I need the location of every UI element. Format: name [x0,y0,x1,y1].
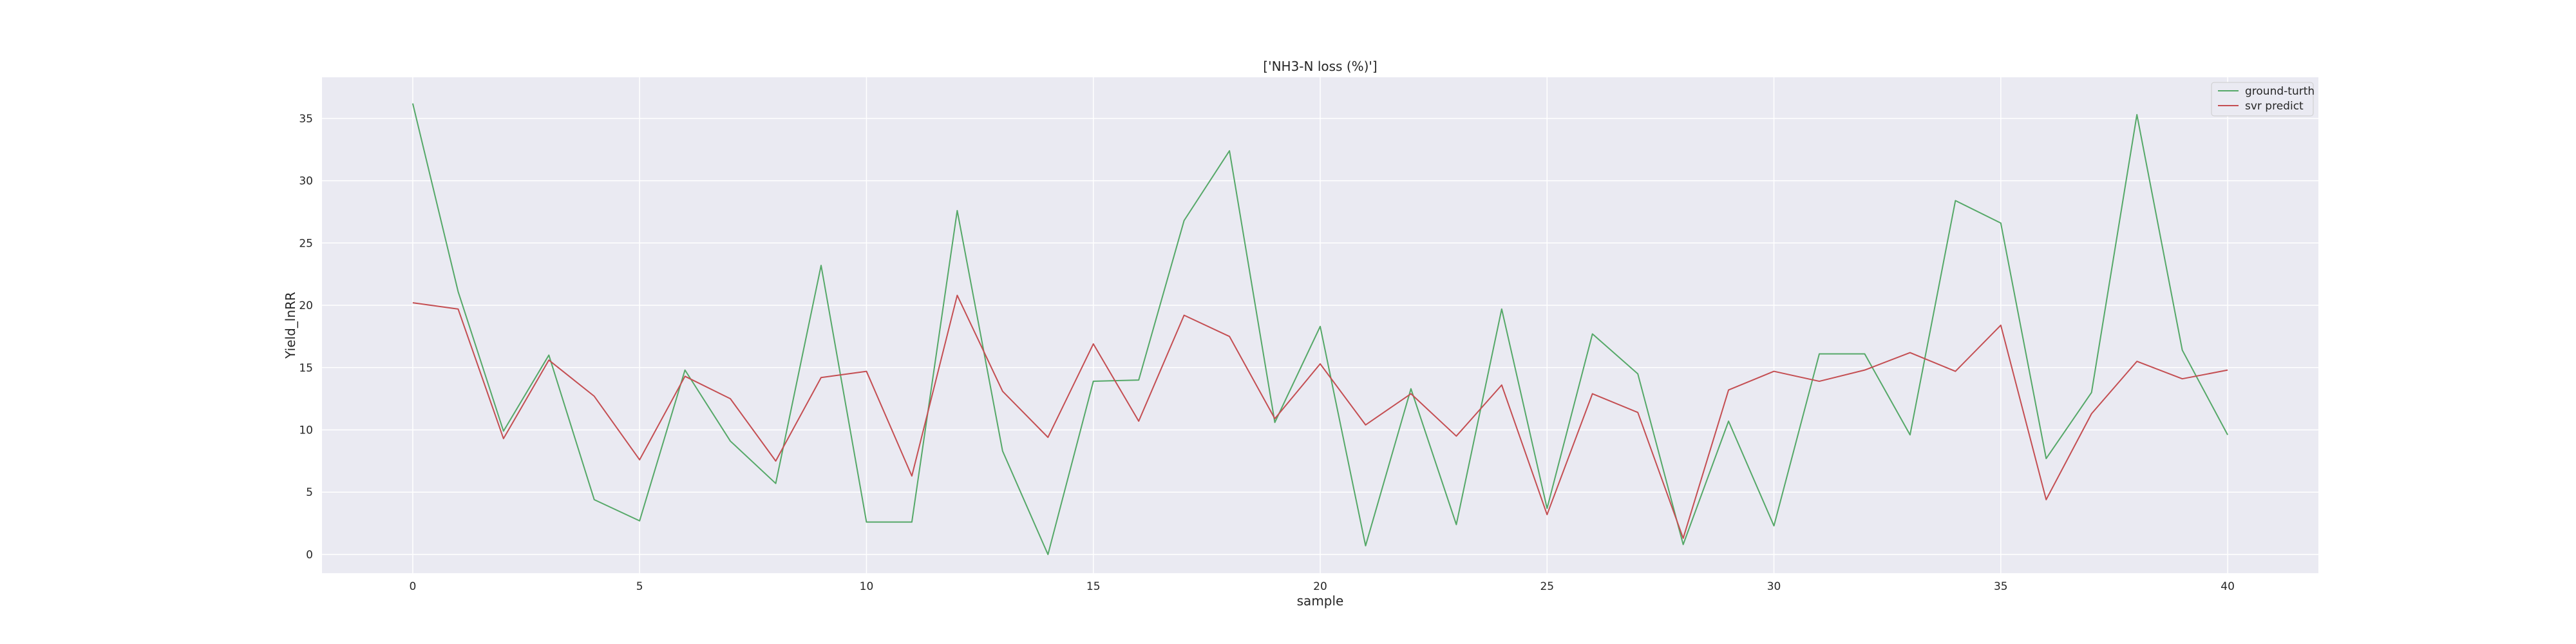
x-tick-label: 30 [1767,580,1781,593]
chart-title: ['NH3-N loss (%)'] [1263,59,1377,74]
y-tick-label: 25 [299,237,313,250]
series-line-svr-predict [412,294,2228,539]
series-line-ground-turth [412,103,2228,555]
x-tick-label: 35 [1994,580,2008,593]
legend: ground-turth svr predict [2211,82,2315,117]
ticks: 0 5 10 15 20 25 30 35 40 0 5 10 15 20 25 30 35 [299,113,2235,593]
legend-label-svr-predict: svr predict [2245,100,2304,113]
y-axis-label: Yield_lnRR [283,292,298,359]
grid [322,77,2318,573]
y-tick-label: 35 [299,113,313,126]
x-tick-label: 25 [1540,580,1554,593]
legend-label-ground-turth: ground-turth [2245,85,2315,98]
x-tick-label: 15 [1086,580,1101,593]
y-tick-label: 30 [299,175,313,188]
x-tick-label: 0 [409,580,416,593]
y-tick-label: 5 [306,486,313,499]
y-tick-label: 0 [306,549,313,562]
y-tick-label: 15 [299,362,313,375]
x-tick-label: 10 [860,580,874,593]
y-tick-label: 10 [299,424,313,437]
series-layer [412,103,2228,555]
x-tick-label: 40 [2221,580,2235,593]
x-tick-label: 20 [1313,580,1327,593]
x-axis-label: sample [1297,593,1344,609]
x-tick-label: 5 [636,580,643,593]
y-tick-label: 20 [299,299,313,312]
